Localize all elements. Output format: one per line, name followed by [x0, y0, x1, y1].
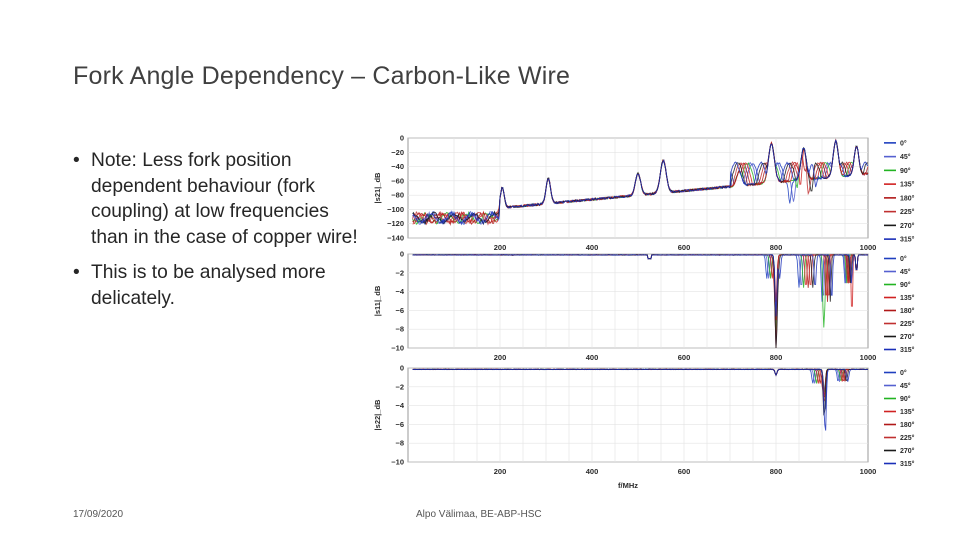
series-line — [412, 139, 869, 226]
bullet-text: Note: Less fork position dependent behav… — [91, 150, 358, 248]
bullet-symbol: • — [73, 150, 80, 171]
bullet-text: This is to be analysed more delicately. — [91, 262, 326, 309]
legend-label: 135° — [900, 294, 915, 302]
legend-label: 45° — [900, 153, 911, 161]
y-tick-label: −10 — [391, 344, 404, 353]
slide-title: Fork Angle Dependency – Carbon-Like Wire — [73, 62, 571, 90]
legend-label: 315° — [900, 346, 915, 354]
x-tick-label: 800 — [770, 243, 783, 252]
x-tick-label: 400 — [586, 243, 599, 252]
x-tick-label: 800 — [770, 467, 783, 476]
legend-label: 45° — [900, 268, 911, 276]
legend-label: 180° — [900, 421, 915, 429]
y-tick-label: −80 — [391, 191, 404, 200]
legend-label: 135° — [900, 181, 915, 189]
legend-label: 90° — [900, 281, 911, 289]
legend-label: 270° — [900, 447, 915, 455]
x-axis-label: f/MHz — [618, 481, 638, 490]
x-tick-label: 600 — [678, 353, 691, 362]
legend-label: 180° — [900, 307, 915, 315]
bullet-item: • This is to be analysed more delicately… — [73, 260, 368, 311]
legend-label: 90° — [900, 395, 911, 403]
x-tick-label: 400 — [586, 467, 599, 476]
y-tick-label: 0 — [400, 134, 404, 143]
x-tick-label: 1000 — [860, 467, 877, 476]
y-tick-label: −4 — [395, 287, 404, 296]
y-tick-label: −2 — [395, 268, 404, 277]
y-tick-label: −100 — [387, 205, 404, 214]
x-tick-label: 400 — [586, 353, 599, 362]
legend-label: 270° — [900, 333, 915, 341]
series-line — [412, 253, 869, 317]
legend-label: 90° — [900, 167, 911, 175]
y-tick-label: −120 — [387, 219, 404, 228]
series-line — [412, 368, 869, 431]
x-tick-label: 200 — [494, 243, 507, 252]
y-tick-label: −6 — [395, 420, 404, 429]
legend-label: 180° — [900, 194, 915, 202]
legend-label: 225° — [900, 434, 915, 442]
legend-label: 135° — [900, 408, 915, 416]
legend-label: 315° — [900, 236, 915, 244]
legend-label: 0° — [900, 369, 907, 377]
y-tick-label: −20 — [391, 148, 404, 157]
y-axis-label: |s21|_dB — [373, 172, 382, 203]
x-tick-label: 1000 — [860, 243, 877, 252]
x-tick-label: 600 — [678, 467, 691, 476]
y-tick-label: 0 — [400, 364, 404, 373]
x-tick-label: 200 — [494, 467, 507, 476]
y-tick-label: −140 — [387, 234, 404, 243]
y-tick-label: −40 — [391, 162, 404, 171]
legend-label: 225° — [900, 320, 915, 328]
y-tick-label: −10 — [391, 458, 404, 467]
x-tick-label: 600 — [678, 243, 691, 252]
legend-label: 315° — [900, 460, 915, 468]
legend-label: 0° — [900, 255, 907, 263]
y-tick-label: −8 — [395, 439, 404, 448]
footer-author: Alpo Välimaa, BE-ABP-HSC — [416, 509, 542, 520]
y-axis-label: |s22|_dB — [373, 399, 382, 430]
y-tick-label: −6 — [395, 306, 404, 315]
y-axis-label: |s11|_dB — [373, 285, 382, 316]
legend-label: 270° — [900, 222, 915, 230]
bullet-item: • Note: Less fork position dependent beh… — [73, 148, 368, 250]
x-tick-label: 1000 — [860, 353, 877, 362]
legend-label: 45° — [900, 382, 911, 390]
y-tick-label: −8 — [395, 325, 404, 334]
y-tick-label: −4 — [395, 401, 404, 410]
bullet-symbol: • — [73, 262, 80, 283]
legend-label: 0° — [900, 139, 907, 147]
footer-date: 17/09/2020 — [73, 509, 124, 520]
x-tick-label: 200 — [494, 353, 507, 362]
legend-label: 225° — [900, 208, 915, 216]
y-tick-label: −2 — [395, 382, 404, 391]
y-tick-label: 0 — [400, 250, 404, 259]
bullet-list: • Note: Less fork position dependent beh… — [73, 148, 368, 321]
x-tick-label: 800 — [770, 353, 783, 362]
y-tick-label: −60 — [391, 176, 404, 185]
